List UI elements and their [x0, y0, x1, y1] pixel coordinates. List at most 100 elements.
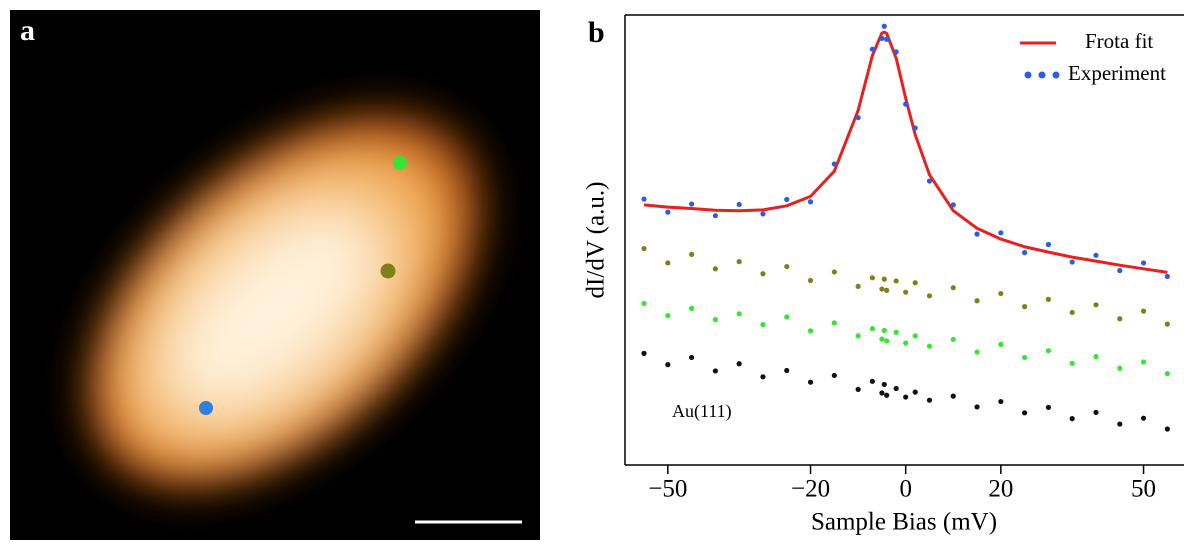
- data-point: [689, 305, 695, 311]
- data-point: [869, 378, 875, 384]
- data-point: [641, 350, 647, 356]
- data-point: [884, 338, 890, 344]
- data-point: [760, 374, 766, 380]
- data-point: [1022, 354, 1028, 361]
- legend-label: Experiment: [1068, 61, 1166, 85]
- plot: Sample Bias (mV) dI/dV (a.u.) Au(111) −5…: [583, 14, 1184, 536]
- legend-swatch: [1052, 71, 1060, 79]
- data-point: [1069, 259, 1075, 265]
- fit-line: [643, 30, 1168, 274]
- data-point: [974, 349, 980, 355]
- data-point: [884, 287, 890, 293]
- data-point: [881, 23, 887, 29]
- legend-swatch: [1024, 71, 1032, 79]
- data-point: [1022, 410, 1028, 416]
- data-point: [1045, 404, 1052, 410]
- x-tick-label: 20: [988, 476, 1013, 503]
- data-point: [665, 260, 671, 266]
- data-point: [855, 115, 861, 121]
- data-point: [689, 251, 695, 257]
- data-point: [903, 340, 909, 346]
- point-marker: [380, 263, 396, 279]
- data-point: [1093, 353, 1099, 360]
- data-point: [1140, 260, 1147, 266]
- data-point: [869, 326, 875, 332]
- data-point: [903, 289, 909, 295]
- data-point: [879, 390, 885, 396]
- stm-image: a: [10, 10, 540, 540]
- data-point: [736, 201, 742, 208]
- data-point: [831, 161, 837, 167]
- data-point: [912, 389, 918, 395]
- data-point: [869, 275, 875, 281]
- data-point: [665, 362, 671, 368]
- x-axis-label: Sample Bias (mV): [811, 509, 997, 536]
- data-point: [1069, 360, 1075, 366]
- data-point: [881, 381, 887, 388]
- data-point: [1093, 302, 1099, 308]
- data-point: [893, 278, 899, 284]
- data-point: [665, 313, 671, 319]
- data-point: [807, 277, 814, 284]
- data-point: [926, 397, 933, 403]
- data-point: [881, 276, 887, 282]
- data-point: [689, 354, 695, 361]
- data-point: [1164, 371, 1170, 377]
- legend-label: Frota fit: [1085, 29, 1153, 53]
- data-point: [950, 336, 956, 343]
- data-point: [855, 283, 861, 289]
- data-point: [784, 367, 790, 374]
- annotation: Au(111): [672, 401, 732, 422]
- data-point: [1045, 241, 1052, 248]
- legend-swatch: [1038, 71, 1046, 79]
- data-point: [1117, 365, 1123, 371]
- data-point: [712, 213, 718, 219]
- data-point: [903, 394, 909, 400]
- data-point: [760, 322, 766, 328]
- data-point: [736, 361, 742, 367]
- data-point: [736, 259, 742, 265]
- data-point: [893, 49, 899, 55]
- data-point: [807, 199, 814, 205]
- point-marker: [393, 156, 407, 170]
- data-point: [807, 379, 814, 385]
- data-point: [641, 196, 647, 202]
- data-point: [760, 271, 766, 277]
- molecule: [88, 113, 482, 487]
- data-point: [998, 341, 1004, 347]
- data-point: [712, 266, 718, 272]
- data-point: [712, 368, 718, 374]
- data-point: [1140, 359, 1147, 365]
- data-point: [831, 320, 837, 326]
- data-point: [1117, 268, 1123, 274]
- x-tick-label: −20: [791, 476, 830, 503]
- data-point: [974, 298, 980, 304]
- data-point: [641, 300, 647, 307]
- data-point: [712, 317, 718, 323]
- data-point: [855, 333, 861, 339]
- data-point: [998, 230, 1004, 236]
- data-point: [950, 285, 956, 291]
- data-point: [974, 404, 980, 410]
- data-point: [1069, 416, 1075, 422]
- x-tick-label: 0: [899, 476, 912, 503]
- data-point: [912, 125, 918, 131]
- point-marker: [199, 401, 213, 415]
- x-tick-label: 50: [1131, 476, 1156, 503]
- data-point: [998, 398, 1004, 405]
- data-point: [884, 392, 890, 398]
- data-point: [807, 328, 814, 334]
- data-point: [665, 209, 671, 215]
- data-point: [893, 385, 899, 392]
- data-point: [950, 202, 956, 208]
- data-point: [1045, 348, 1052, 354]
- data-point: [1117, 421, 1123, 427]
- data-point: [926, 293, 933, 299]
- data-point: [974, 231, 980, 237]
- data-point: [912, 280, 918, 286]
- data-point: [912, 333, 918, 339]
- data-point: [1069, 309, 1075, 316]
- data-point: [879, 35, 885, 42]
